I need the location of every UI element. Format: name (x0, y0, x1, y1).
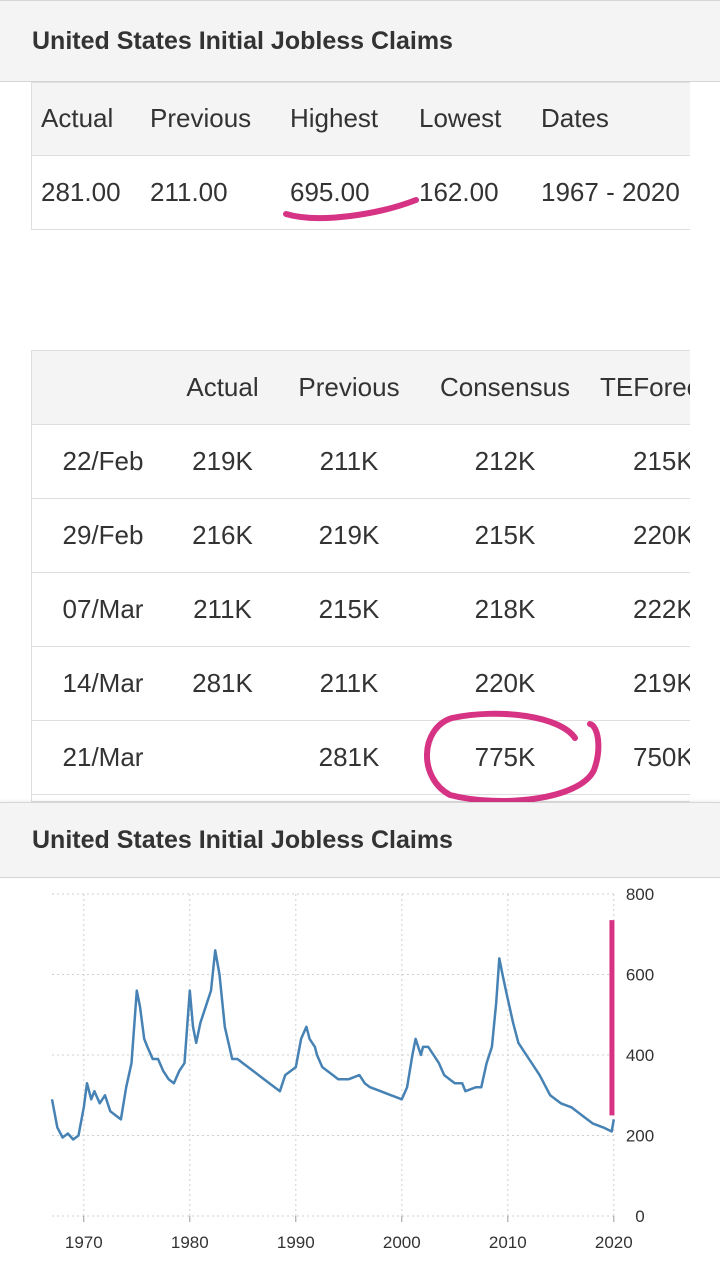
y-tick-label: 200 (626, 1127, 654, 1146)
summary-header-dates: Dates (541, 103, 609, 134)
row-previous: 219K (318, 519, 380, 550)
section-header-chart: United States Initial Jobless Claims (0, 802, 720, 878)
y-axis: 0 200 400 600 800 (626, 885, 654, 1226)
forecast-header-date (32, 351, 174, 424)
forecast-header-actual: Actual (186, 371, 259, 402)
row-date: 21/Mar (62, 741, 144, 772)
forecast-table: Actual Previous Consensus TEForecast 22/… (31, 350, 690, 802)
row-previous: 211K (319, 667, 379, 698)
row-teforecast: 750K (633, 741, 690, 772)
chart-grid (52, 893, 617, 1217)
chart-svg: 0 200 400 600 800 1970 1980 1990 2000 2010 2020 (50, 885, 654, 1252)
row-date: 14/Mar (62, 667, 144, 698)
row-teforecast: 220K (633, 519, 690, 550)
section-header-summary: United States Initial Jobless Claims (0, 0, 720, 82)
forecast-header-row: Actual Previous Consensus TEForecast (32, 351, 690, 424)
row-teforecast: 215K (633, 445, 690, 476)
summary-table: Actual Previous Highest Lowest Dates 281… (31, 82, 690, 230)
row-actual: 281K (192, 667, 253, 698)
row-consensus: 215K (474, 519, 536, 550)
jobless-claims-chart: 0 200 400 600 800 1970 1980 1990 2000 2010 2020 (0, 878, 720, 1280)
summary-header-actual: Actual (41, 103, 114, 134)
row-previous: 215K (318, 593, 380, 624)
y-tick-label: 600 (626, 966, 654, 985)
table-row: 07/Mar 211K 215K 218K 222K (32, 572, 690, 646)
table-row: 21/Mar 281K 775K 750K (32, 720, 690, 794)
row-previous: 211K (319, 445, 379, 476)
row-actual: 219K (192, 445, 253, 476)
row-date: 29/Feb (62, 519, 144, 550)
row-date: 22/Feb (62, 445, 144, 476)
summary-header-previous: Previous (150, 103, 252, 134)
row-teforecast: 222K (633, 593, 690, 624)
row-teforecast: 219K (633, 667, 690, 698)
summary-highest-value: 695.00 (290, 176, 370, 207)
summary-header-highest: Highest (290, 103, 379, 134)
row-date: 07/Mar (62, 593, 144, 624)
table-row: 14/Mar 281K 211K 220K 219K (32, 646, 690, 720)
y-tick-label: 800 (626, 885, 654, 904)
table-row: 22/Feb 219K 211K 212K 215K (32, 424, 690, 498)
row-previous: 281K (318, 741, 380, 772)
chart-section-title: United States Initial Jobless Claims (32, 825, 453, 854)
forecast-header-teforecast: TEForecast (600, 371, 690, 402)
x-tick-label: 1970 (65, 1233, 103, 1252)
summary-header-lowest: Lowest (419, 103, 502, 134)
series-line-jobless-claims (50, 949, 616, 1141)
x-tick-label: 2000 (383, 1233, 421, 1252)
forecast-header-consensus: Consensus (439, 371, 571, 402)
table-row (32, 794, 690, 801)
row-consensus: 775K (474, 741, 536, 772)
row-actual (174, 720, 271, 794)
table-row: 29/Feb 216K 219K 215K 220K (32, 498, 690, 572)
y-tick-label: 0 (635, 1207, 644, 1226)
x-tick-label: 2010 (489, 1233, 527, 1252)
summary-header-row: Actual Previous Highest Lowest Dates (32, 83, 690, 155)
summary-title: United States Initial Jobless Claims (32, 26, 453, 55)
x-axis: 1970 1980 1990 2000 2010 2020 (65, 1216, 633, 1252)
row-consensus: 212K (474, 445, 536, 476)
row-consensus: 220K (474, 667, 536, 698)
forecast-header-previous: Previous (298, 371, 400, 402)
x-tick-label: 1980 (171, 1233, 209, 1252)
y-tick-label: 400 (626, 1046, 654, 1065)
row-consensus: 218K (474, 593, 536, 624)
summary-dates-value: 1967 - 2020 (541, 176, 680, 207)
summary-previous-value: 211.00 (150, 176, 228, 207)
row-actual: 216K (192, 519, 253, 550)
summary-values-row: 281.00 211.00 695.00 162.00 1967 - 2020 (32, 155, 690, 229)
summary-lowest-value: 162.00 (419, 176, 499, 207)
x-tick-label: 2020 (595, 1233, 633, 1252)
summary-actual-value: 281.00 (41, 176, 121, 207)
row-actual: 211K (193, 593, 252, 624)
x-tick-label: 1990 (277, 1233, 315, 1252)
